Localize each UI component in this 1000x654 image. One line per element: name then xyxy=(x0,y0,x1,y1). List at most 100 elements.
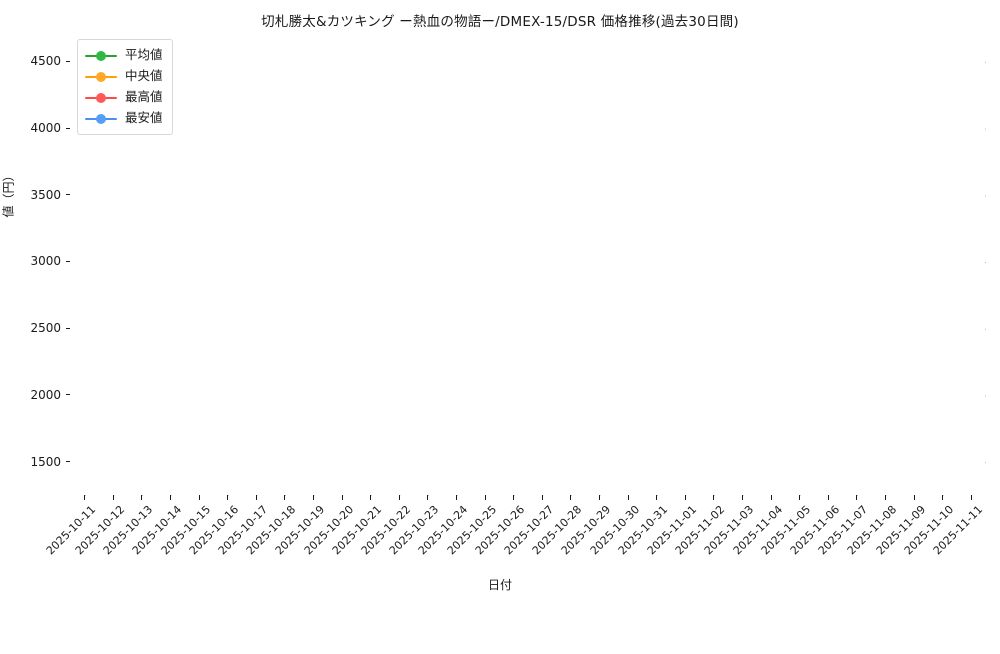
x-tick-mark xyxy=(112,495,114,500)
data-point xyxy=(223,233,233,244)
data-point xyxy=(766,47,777,57)
data-point xyxy=(80,474,90,484)
data-point xyxy=(252,457,262,467)
data-point xyxy=(452,233,462,244)
y-tick-label: 1500 xyxy=(30,454,61,469)
data-point xyxy=(852,425,862,435)
x-tick-mark xyxy=(541,495,543,500)
data-point xyxy=(738,353,748,364)
data-point xyxy=(538,341,548,351)
data-point xyxy=(881,414,891,424)
data-point xyxy=(338,369,348,380)
data-point xyxy=(623,333,634,343)
x-tick-mark xyxy=(770,495,772,500)
data-series-layer xyxy=(80,47,977,484)
y-tick-label: 2000 xyxy=(30,387,61,402)
data-point xyxy=(137,233,148,244)
price-history-chart: 切札勝太&カツキング ー熱血の物語ー/DMEX-15/DSR 価格推移(過去30… xyxy=(1,14,986,592)
data-point xyxy=(195,463,205,473)
data-point xyxy=(109,378,119,388)
data-point xyxy=(967,47,977,57)
data-point xyxy=(709,353,719,364)
data-point xyxy=(166,466,176,476)
x-tick-mark xyxy=(656,495,658,500)
data-point xyxy=(595,353,605,364)
data-point xyxy=(280,454,291,464)
data-point xyxy=(566,437,576,447)
series-line-2 xyxy=(84,51,973,240)
data-point xyxy=(137,376,148,386)
data-point xyxy=(109,233,119,244)
data-point xyxy=(166,233,176,244)
data-point xyxy=(223,381,233,391)
data-point xyxy=(195,233,205,244)
x-tick-mark xyxy=(255,495,257,500)
data-point xyxy=(366,357,376,367)
x-tick-mark xyxy=(970,495,972,500)
data-point xyxy=(481,356,491,366)
data-point xyxy=(223,460,233,470)
x-tick-mark xyxy=(856,495,858,500)
data-point xyxy=(481,217,491,228)
x-tick-mark xyxy=(713,495,715,500)
y-tick-label: 4500 xyxy=(30,54,61,69)
x-tick-mark xyxy=(427,495,429,500)
x-tick-mark xyxy=(170,495,172,500)
series-line-0 xyxy=(84,307,973,387)
data-point xyxy=(709,325,719,335)
data-point xyxy=(766,353,777,364)
data-point xyxy=(509,435,519,445)
data-point xyxy=(881,309,891,319)
y-tick-label: 3000 xyxy=(30,254,61,269)
x-tick-mark xyxy=(84,495,86,500)
y-axis-label: 値（円） xyxy=(1,169,16,218)
data-point xyxy=(566,353,576,364)
x-tick-mark xyxy=(513,495,515,500)
data-point xyxy=(967,380,977,390)
data-point xyxy=(280,233,291,244)
data-point xyxy=(909,353,920,364)
x-tick-mark xyxy=(341,495,343,500)
data-point xyxy=(652,353,662,364)
data-point xyxy=(137,468,148,478)
data-point xyxy=(623,353,634,364)
x-tick-mark xyxy=(799,495,801,500)
data-point xyxy=(909,307,920,318)
data-point xyxy=(481,437,491,447)
x-tick-mark xyxy=(198,495,200,500)
data-point xyxy=(509,344,519,354)
data-point xyxy=(195,384,205,394)
x-tick-mark xyxy=(942,495,944,500)
y-tick-mark xyxy=(65,327,70,329)
data-point xyxy=(881,353,891,364)
data-point xyxy=(652,331,662,341)
x-tick-mark xyxy=(684,495,686,500)
data-point xyxy=(681,98,691,108)
data-point xyxy=(80,381,90,391)
data-point xyxy=(423,361,434,371)
data-point xyxy=(395,233,405,244)
data-point xyxy=(566,339,576,349)
data-point xyxy=(338,448,348,459)
data-point xyxy=(338,233,348,244)
data-point xyxy=(309,233,319,244)
data-point xyxy=(280,364,291,374)
data-point xyxy=(423,352,434,362)
data-point xyxy=(252,378,262,388)
data-point xyxy=(80,393,90,404)
chart-title: 切札勝太&カツキング ー熱血の物語ー/DMEX-15/DSR 価格推移(過去30… xyxy=(261,14,739,30)
data-point xyxy=(252,233,262,244)
data-point xyxy=(967,353,977,364)
data-point xyxy=(824,353,834,364)
series-line-1 xyxy=(84,357,973,400)
series-line-3 xyxy=(84,384,973,481)
data-point xyxy=(80,233,90,244)
x-tick-mark xyxy=(884,495,886,500)
data-point xyxy=(795,448,805,458)
data-point xyxy=(795,353,805,364)
data-point xyxy=(338,359,348,369)
data-point xyxy=(595,439,605,449)
data-point xyxy=(452,359,462,369)
data-point xyxy=(938,306,948,316)
data-point xyxy=(824,47,834,57)
